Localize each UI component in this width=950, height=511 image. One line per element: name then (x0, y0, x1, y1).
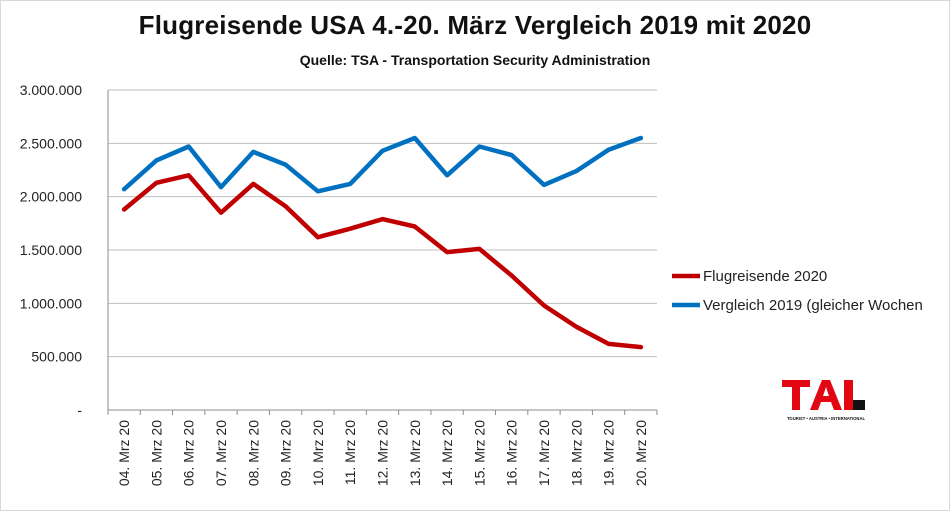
y-tick-label: 1.000.000 (20, 295, 82, 311)
series-line-flugreisende-2020 (121, 173, 644, 350)
logo-tagline: TOURIST • AUSTRIA • INTERNATIONAL (787, 416, 866, 421)
x-tick-label: 05. Mrz 20 (148, 420, 164, 486)
x-tick-label: 12. Mrz 20 (375, 420, 391, 486)
x-tick-label: 09. Mrz 20 (278, 420, 294, 486)
x-tick-label: 17. Mrz 20 (536, 420, 552, 486)
gridlines (108, 89, 657, 358)
tai-logo: TOURIST • AUSTRIA • INTERNATIONAL (782, 380, 866, 421)
x-tick-label: 16. Mrz 20 (504, 420, 520, 486)
y-tick-label: 500.000 (31, 349, 82, 365)
x-tick-label: 07. Mrz 20 (213, 420, 229, 486)
x-tick-label: 14. Mrz 20 (439, 420, 455, 486)
series-line-vergleich-2019 (121, 135, 644, 194)
x-tick-label: 11. Mrz 20 (342, 420, 358, 485)
x-tick-label: 20. Mrz 20 (633, 420, 649, 486)
x-tick-label: 18. Mrz 20 (568, 420, 584, 486)
legend: Flugreisende 2020 Vergleich 2019 (gleiche… (672, 268, 923, 314)
series-lines (121, 135, 644, 350)
axes (107, 90, 658, 415)
chart-subtitle: Quelle: TSA - Transportation Security Ad… (299, 52, 651, 68)
x-tick-label: 08. Mrz 20 (245, 420, 261, 486)
chart-title: Flugreisende USA 4.-20. März Vergleich 2… (138, 10, 812, 40)
x-axis-ticks: 04. Mrz 20 05. Mrz 20 06. Mrz 20 07. Mrz 20… (116, 420, 649, 486)
x-tick-label: 13. Mrz 20 (407, 420, 423, 486)
y-tick-label: 2.500.000 (20, 135, 82, 151)
legend-label: Vergleich 2019 (gleicher Wochen (703, 297, 923, 314)
y-tick-label: 2.000.000 (20, 189, 82, 205)
x-tick-label: 15. Mrz 20 (471, 420, 487, 486)
legend-label: Flugreisende 2020 (703, 268, 827, 285)
y-tick-label: - (77, 402, 82, 418)
y-axis-ticks: - 500.000 1.000.000 1.500.000 2.000.000 2.500… (20, 82, 83, 418)
y-tick-label: 3.000.000 (20, 82, 82, 98)
x-tick-label: 04. Mrz 20 (116, 420, 132, 486)
x-tick-label: 10. Mrz 20 (310, 420, 326, 486)
x-tick-label: 19. Mrz 20 (601, 420, 617, 486)
x-tick-label: 06. Mrz 20 (181, 420, 197, 486)
y-tick-label: 1.500.000 (20, 242, 82, 258)
